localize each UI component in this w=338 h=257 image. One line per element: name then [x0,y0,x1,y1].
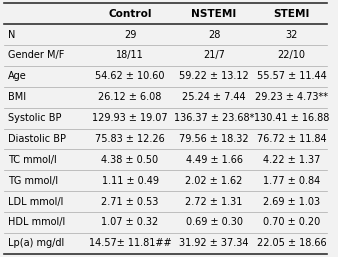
Text: Lp(a) mg/dl: Lp(a) mg/dl [8,238,64,248]
Text: 18/11: 18/11 [116,50,144,60]
Text: 28: 28 [208,30,220,40]
Text: 59.22 ± 13.12: 59.22 ± 13.12 [179,71,249,81]
Text: LDL mmol/l: LDL mmol/l [8,197,63,207]
Text: 22/10: 22/10 [277,50,306,60]
Text: TC mmol/l: TC mmol/l [8,155,57,165]
Text: 26.12 ± 6.08: 26.12 ± 6.08 [98,92,162,102]
Text: 4.22 ± 1.37: 4.22 ± 1.37 [263,155,320,165]
Text: 4.49 ± 1.66: 4.49 ± 1.66 [186,155,243,165]
Text: 1.11 ± 0.49: 1.11 ± 0.49 [101,176,159,186]
Text: 55.57 ± 11.44: 55.57 ± 11.44 [257,71,327,81]
Text: 2.69 ± 1.03: 2.69 ± 1.03 [263,197,320,207]
Text: 129.93 ± 19.07: 129.93 ± 19.07 [92,113,168,123]
Text: 4.38 ± 0.50: 4.38 ± 0.50 [101,155,159,165]
Text: 2.71 ± 0.53: 2.71 ± 0.53 [101,197,159,207]
Text: 32: 32 [285,30,298,40]
Text: Systolic BP: Systolic BP [8,113,62,123]
Text: 25.24 ± 7.44: 25.24 ± 7.44 [182,92,246,102]
Text: Age: Age [8,71,27,81]
Text: 75.83 ± 12.26: 75.83 ± 12.26 [95,134,165,144]
Text: 22.05 ± 18.66: 22.05 ± 18.66 [257,238,327,248]
Text: 130.41 ± 16.88: 130.41 ± 16.88 [254,113,329,123]
Text: 79.56 ± 18.32: 79.56 ± 18.32 [179,134,249,144]
Text: 1.77 ± 0.84: 1.77 ± 0.84 [263,176,320,186]
Text: 31.92 ± 37.34: 31.92 ± 37.34 [179,238,249,248]
Text: 136.37 ± 23.68*: 136.37 ± 23.68* [174,113,254,123]
Text: 2.02 ± 1.62: 2.02 ± 1.62 [185,176,243,186]
Text: STEMI: STEMI [273,9,310,19]
Text: 0.69 ± 0.30: 0.69 ± 0.30 [186,217,243,227]
Text: HDL mmol/l: HDL mmol/l [8,217,65,227]
Text: 0.70 ± 0.20: 0.70 ± 0.20 [263,217,320,227]
Text: 76.72 ± 11.84: 76.72 ± 11.84 [257,134,327,144]
Text: 1.07 ± 0.32: 1.07 ± 0.32 [101,217,159,227]
Text: Diastolic BP: Diastolic BP [8,134,66,144]
Text: Gender M/F: Gender M/F [8,50,64,60]
Text: 14.57± 11.81##: 14.57± 11.81## [89,238,171,248]
Text: 29: 29 [124,30,136,40]
Text: 2.72 ± 1.31: 2.72 ± 1.31 [185,197,243,207]
Text: BMI: BMI [8,92,26,102]
Text: TG mmol/l: TG mmol/l [8,176,58,186]
Text: 29.23 ± 4.73**: 29.23 ± 4.73** [255,92,328,102]
Text: Control: Control [108,9,152,19]
Text: N: N [8,30,15,40]
Text: 21/7: 21/7 [203,50,225,60]
Text: 54.62 ± 10.60: 54.62 ± 10.60 [95,71,165,81]
Text: NSTEMI: NSTEMI [191,9,237,19]
